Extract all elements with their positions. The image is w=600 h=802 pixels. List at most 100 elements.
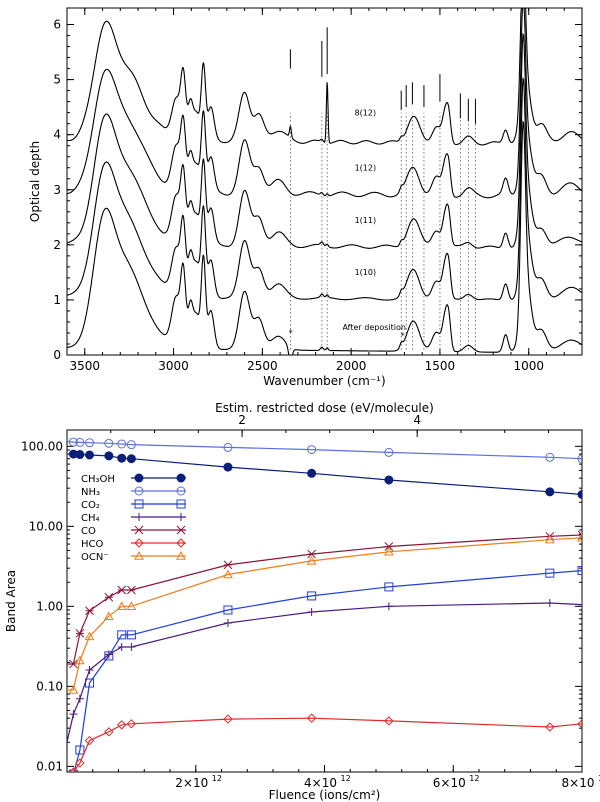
data-point [75, 450, 85, 460]
legend-label: OCN⁻ [81, 552, 109, 563]
data-point [68, 437, 78, 447]
x-tick-label: 1000 [513, 359, 544, 373]
data-point [104, 592, 114, 602]
data-point [384, 475, 394, 485]
legend-label: CO [81, 526, 96, 537]
x-tick-exponent: 12 [469, 774, 479, 783]
spectrum-label: 8(12) [355, 108, 377, 117]
spectrum-label: After deposition [342, 323, 405, 332]
data-point [384, 546, 394, 556]
y-tick-label: 100.00 [21, 439, 63, 453]
data-point [384, 542, 394, 551]
data-point [223, 569, 233, 579]
data-point [126, 719, 137, 729]
x2-tick-label: 4 [413, 413, 421, 427]
spectrum-label: 1(12) [355, 163, 377, 172]
x-tick-label: 3500 [69, 359, 100, 373]
data-point [104, 727, 114, 737]
data-point [103, 611, 114, 621]
data-point [85, 678, 95, 688]
data-point [68, 767, 79, 772]
data-point [85, 438, 95, 448]
x-tick-label: 2000 [336, 359, 367, 373]
x-tick-exponent: 12 [212, 774, 222, 783]
data-point [577, 719, 582, 729]
x-tick-label: 2×10 [175, 776, 208, 790]
data-point [223, 618, 232, 627]
y-axis-label: Band Area [4, 570, 18, 632]
spectrum-label: * [401, 331, 405, 340]
series-group [67, 437, 582, 772]
data-point [307, 591, 317, 601]
data-point [75, 758, 85, 768]
data-point [84, 735, 95, 746]
y-tick-label: 3 [53, 183, 61, 197]
data-point [176, 499, 186, 509]
spectrum-line [67, 7, 582, 199]
data-point [223, 442, 233, 452]
data-point [577, 532, 582, 542]
series-line [67, 440, 582, 460]
spectrum-line [66, 120, 582, 356]
spectrum-label: * [289, 329, 293, 338]
data-point [223, 605, 233, 615]
y-tick-label: 1.00 [36, 599, 63, 613]
legend-label: CH₃OH [81, 474, 115, 485]
series-line [67, 537, 582, 691]
data-point [577, 566, 582, 576]
data-point [384, 447, 394, 457]
data-point [126, 440, 136, 450]
data-point [177, 513, 185, 521]
data-point [68, 449, 78, 459]
y-tick-label: 0 [53, 348, 61, 362]
data-point [134, 486, 144, 496]
data-point [104, 651, 114, 661]
data-point [104, 438, 114, 448]
data-point [134, 538, 144, 548]
x-axis-label: Wavenumber (cm⁻¹) [263, 374, 385, 388]
x-tick-label: 1500 [425, 359, 456, 373]
data-point [68, 769, 78, 772]
data-point [176, 538, 186, 548]
data-point [116, 601, 127, 611]
y-tick-label: 1 [53, 293, 61, 307]
x-tick-label: 4×10 [304, 776, 337, 790]
data-point [135, 513, 143, 521]
legend-label: CH₄ [81, 513, 100, 524]
data-point [307, 607, 316, 616]
data-point [307, 549, 316, 559]
data-point [223, 462, 233, 472]
data-point [176, 486, 186, 496]
data-point [134, 550, 144, 560]
spectrum-line [66, 77, 582, 301]
y-tick-label: 0.01 [36, 759, 63, 773]
data-point [85, 666, 94, 675]
plot-frame [66, 429, 583, 773]
data-point [134, 499, 144, 509]
data-point [117, 439, 127, 449]
y-tick-label: 6 [53, 18, 61, 32]
data-point [75, 628, 85, 638]
y-tick-label: 0.10 [36, 679, 63, 693]
spectrum-line [66, 32, 582, 249]
data-point [545, 722, 555, 732]
data-point [545, 568, 555, 578]
spectrum-label: 1(11) [355, 216, 377, 225]
data-point [545, 531, 555, 541]
data-point [307, 445, 317, 455]
data-point [384, 602, 393, 611]
x-tick-exponent: 12 [341, 774, 351, 783]
data-point [577, 454, 582, 464]
data-point [176, 525, 186, 535]
data-point [117, 720, 127, 730]
y-tick-label: 4 [53, 128, 61, 142]
x2-tick-label: 2 [238, 413, 246, 427]
data-point [545, 452, 555, 462]
data-point [544, 534, 555, 544]
data-point [127, 643, 136, 652]
data-point [545, 487, 555, 497]
y-axis-label: Optical depth [28, 141, 42, 222]
data-point [578, 600, 582, 609]
data-point [117, 643, 126, 652]
data-point [306, 555, 317, 565]
